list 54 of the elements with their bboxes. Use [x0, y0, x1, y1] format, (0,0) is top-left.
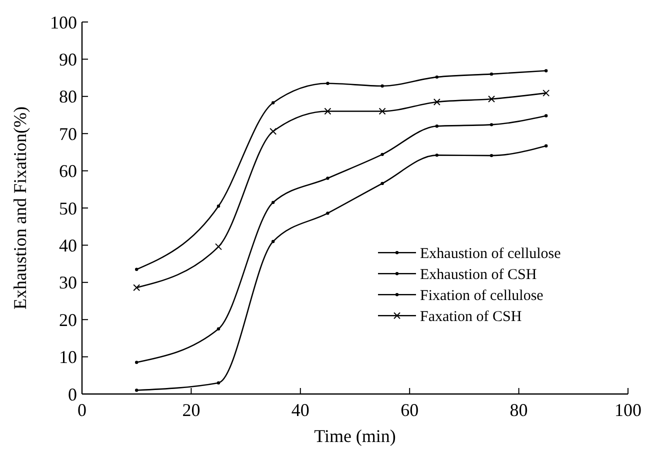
y-tick-label: 50 [59, 198, 77, 218]
point [135, 268, 138, 271]
point [272, 101, 275, 104]
point [380, 182, 384, 186]
point [272, 240, 275, 244]
point [435, 124, 438, 128]
y-tick-label: 0 [68, 384, 77, 404]
x-tick-label: 20 [182, 400, 200, 420]
point [433, 98, 440, 106]
y-tick-label: 100 [50, 12, 77, 32]
y-tick-label: 70 [59, 124, 77, 144]
legend-label: Faxation of CSH [420, 308, 522, 325]
point [270, 128, 277, 135]
x-tick-label: 100 [614, 400, 642, 420]
y-tick-label: 10 [59, 347, 77, 368]
point [380, 152, 384, 156]
point [216, 381, 220, 384]
legend-label: Exhaustion of CSH [420, 266, 537, 283]
point [542, 90, 550, 97]
y-tick-label: 80 [59, 86, 77, 107]
point [435, 154, 438, 157]
point [135, 388, 138, 392]
point [133, 284, 140, 292]
point [216, 327, 220, 330]
y-tick-label: 30 [59, 272, 77, 293]
x-tick-label: 40 [291, 400, 310, 420]
point [135, 360, 138, 364]
y-axis-title: Exhaustion and Fixation(%) [10, 106, 30, 310]
y-tick-label: 40 [59, 236, 77, 256]
y-tick-label: 90 [59, 50, 77, 70]
y-tick-label: 60 [59, 161, 77, 182]
y-tick-label: 20 [59, 310, 77, 330]
point [378, 108, 386, 115]
point [326, 176, 330, 180]
point [490, 154, 494, 158]
point [544, 69, 548, 72]
point [326, 82, 330, 85]
legend-label: Fixation of cellulose [420, 288, 544, 304]
point [490, 123, 494, 126]
point [380, 84, 384, 88]
point [544, 114, 548, 118]
x-tick-label: 80 [510, 400, 528, 420]
point [272, 200, 275, 204]
x-axis-title: Time (min) [314, 426, 396, 446]
point [215, 243, 222, 250]
point [435, 75, 438, 79]
point [324, 108, 332, 115]
point [326, 212, 330, 215]
legend-label: Exhaustion of cellulose [420, 246, 562, 262]
point [216, 204, 220, 208]
point [544, 144, 548, 148]
x-tick-label: 60 [400, 400, 419, 420]
point [490, 72, 494, 76]
point [488, 96, 495, 103]
